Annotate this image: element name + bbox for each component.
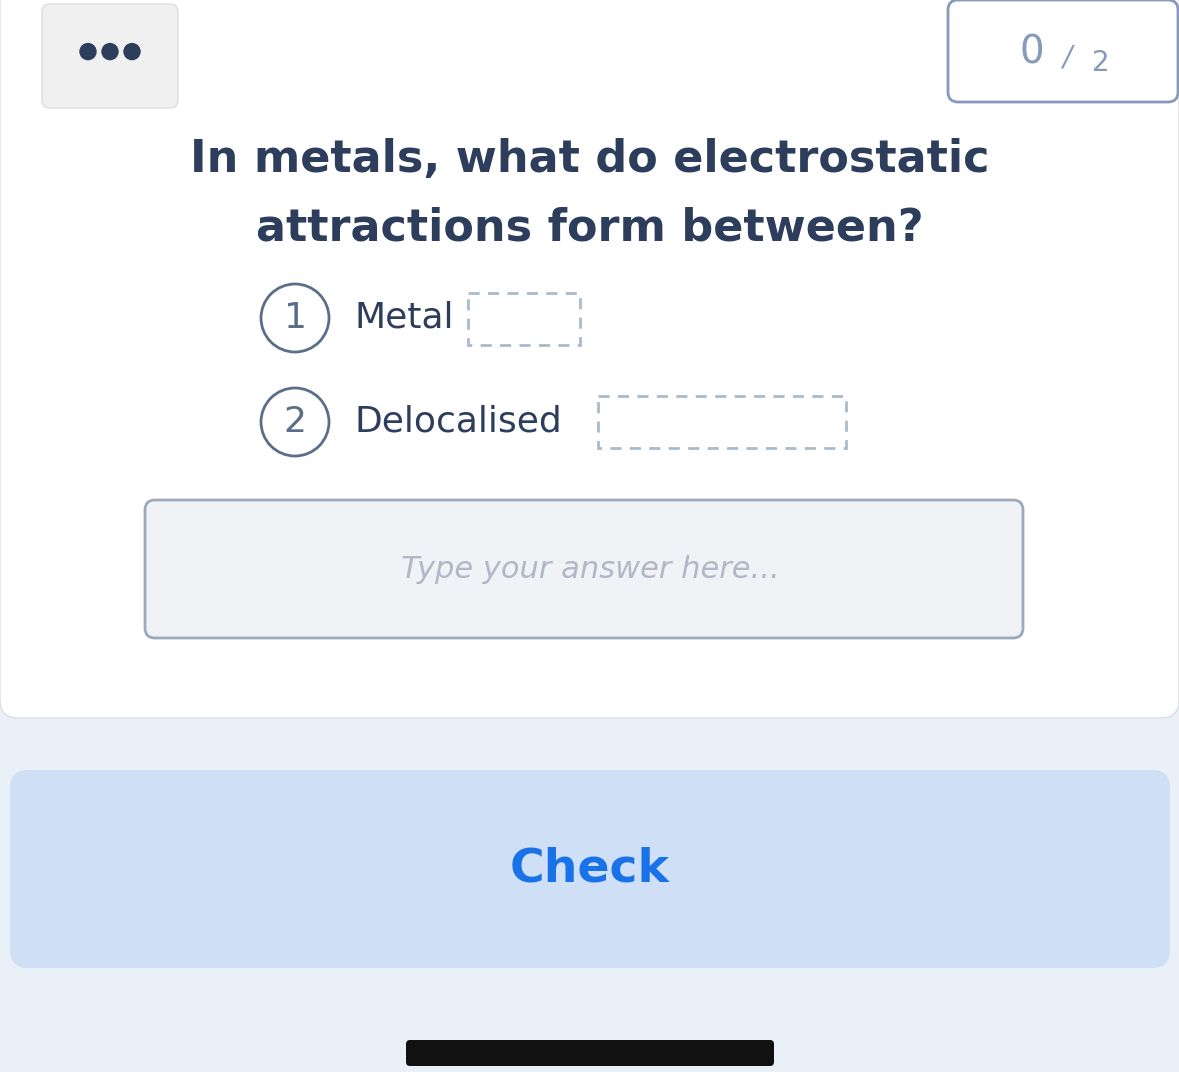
FancyBboxPatch shape bbox=[145, 500, 1023, 638]
FancyBboxPatch shape bbox=[42, 4, 178, 108]
Circle shape bbox=[103, 44, 118, 60]
Text: Metal: Metal bbox=[355, 301, 454, 334]
Text: Delocalised: Delocalised bbox=[355, 405, 562, 440]
Text: In metals, what do electrostatic: In metals, what do electrostatic bbox=[190, 138, 989, 181]
Text: 1: 1 bbox=[283, 301, 307, 334]
Circle shape bbox=[80, 44, 95, 60]
FancyBboxPatch shape bbox=[948, 0, 1178, 102]
Text: attractions form between?: attractions form between? bbox=[256, 207, 924, 250]
FancyBboxPatch shape bbox=[0, 0, 1179, 718]
Text: /: / bbox=[1062, 44, 1072, 72]
Text: 2: 2 bbox=[283, 405, 307, 440]
Text: 2: 2 bbox=[1092, 49, 1109, 77]
FancyBboxPatch shape bbox=[9, 770, 1170, 968]
Text: Type your answer here...: Type your answer here... bbox=[401, 555, 779, 584]
FancyBboxPatch shape bbox=[406, 1040, 773, 1066]
Text: 0: 0 bbox=[1019, 33, 1043, 72]
Circle shape bbox=[124, 44, 140, 60]
Text: Check: Check bbox=[511, 847, 670, 892]
